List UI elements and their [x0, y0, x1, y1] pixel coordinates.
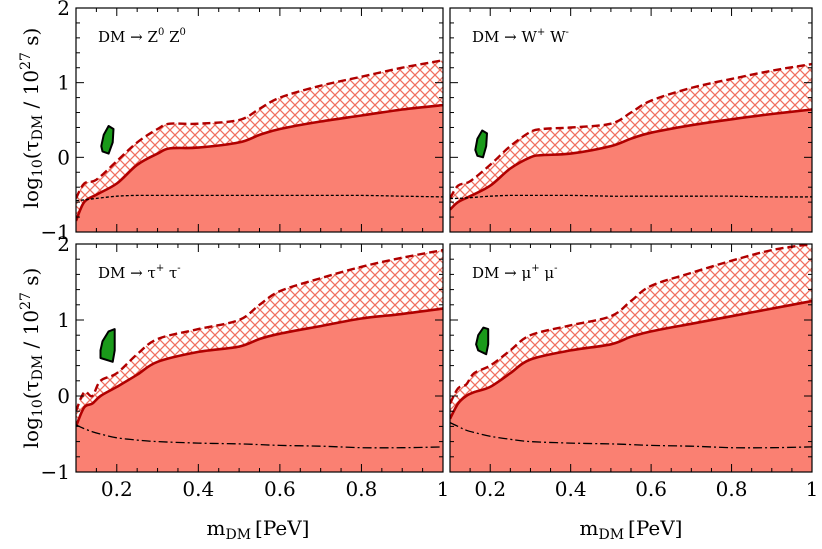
x-tick-label: 0.4 [555, 477, 587, 501]
y-axis-label: log10(τDM / 1027 s) [18, 268, 46, 449]
panel-bottom-right: 0.2 0.4 0.6 0.8 1 DM → μ+ μ- [449, 243, 819, 501]
x-tick-label: 0.2 [474, 477, 506, 501]
x-axis-label: mDM [PeV] [580, 516, 683, 543]
hatched-band [76, 60, 443, 221]
hatched-band [450, 244, 812, 419]
panel-title: DM → Z0 Z0 [98, 27, 186, 46]
reference-line [450, 194, 812, 200]
reference-line [450, 422, 812, 449]
x-tick-label: 0.6 [264, 477, 296, 501]
y-tick-label: 2 [57, 0, 70, 20]
y-axis-label: log10(τDM / 1027 s) [18, 28, 46, 209]
y-tick-label: 1 [57, 308, 70, 332]
allowed-region-blob [100, 125, 115, 155]
upper-dashed-line [76, 248, 443, 412]
x-tick-label: 0.2 [101, 477, 133, 501]
x-tick-label: 1 [437, 477, 450, 501]
upper-dashed-line [76, 59, 443, 199]
x-tick-label: 0.8 [716, 477, 748, 501]
x-axis-label: mDM [PeV] [207, 516, 310, 543]
excluded-region [76, 308, 443, 472]
y-tick-label: −1 [41, 220, 70, 244]
x-tick-label: 0.4 [182, 477, 214, 501]
panel-bottom-left: −1 0 1 2 0.2 0.4 0.6 0.8 1 DM → τ+ τ- [41, 232, 450, 501]
y-tick-label: 0 [57, 145, 70, 169]
x-tick-label: 0.6 [635, 477, 667, 501]
excluded-region [76, 105, 443, 232]
y-tick-label: 1 [57, 71, 70, 95]
hatched-band [450, 64, 812, 210]
x-tick-label: 0.8 [346, 477, 378, 501]
lower-solid-line [76, 103, 443, 222]
excluded-region [450, 109, 812, 232]
plot-area [76, 248, 443, 472]
reference-line [76, 194, 443, 202]
allowed-region-blob [474, 129, 488, 159]
y-tick-label: 0 [57, 384, 70, 408]
y-tick-label: 2 [57, 232, 70, 256]
panel-title: DM → W+ W- [472, 27, 569, 46]
plot-area [450, 62, 812, 232]
lower-solid-line [450, 108, 812, 211]
plot-area [76, 59, 443, 232]
reference-line [76, 424, 443, 449]
lower-solid-line [76, 307, 443, 427]
upper-dashed-line [450, 62, 812, 200]
y-tick-label: −1 [41, 460, 70, 484]
x-tick-label: 1 [806, 477, 819, 501]
excluded-region [450, 301, 812, 472]
panel-title: DM → τ+ τ- [98, 263, 181, 282]
panel-top-left: −1 0 1 2 DM → Z0 Z0 [41, 0, 444, 244]
allowed-region-blob [475, 326, 490, 356]
panel-title: DM → μ+ μ- [472, 263, 558, 282]
plot-area [450, 244, 812, 472]
panel-top-right: DM → W+ W- [449, 7, 813, 233]
allowed-region-blob [99, 328, 116, 363]
upper-dashed-line [450, 244, 812, 405]
lower-solid-line [450, 299, 812, 420]
